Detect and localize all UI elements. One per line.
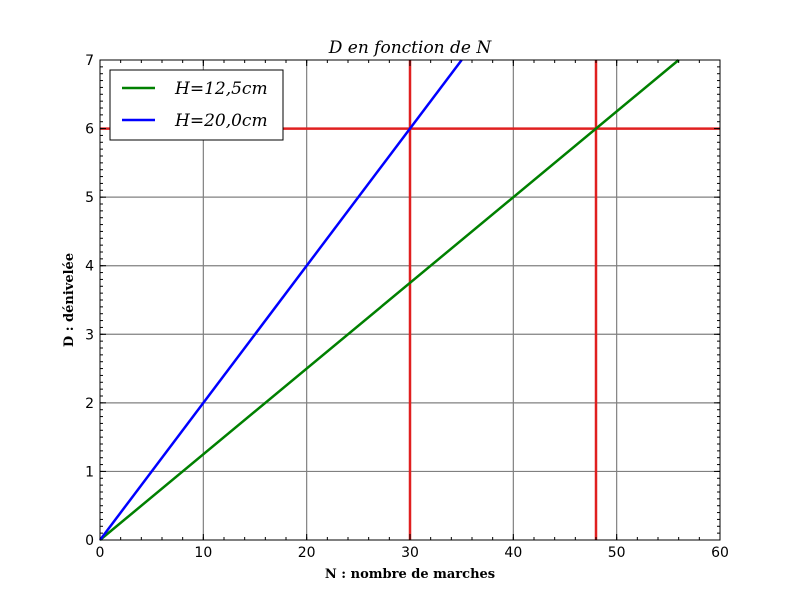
y-tick-label: 0 — [85, 533, 94, 549]
series-line-0 — [99, 59, 680, 541]
series-lines — [99, 59, 680, 541]
tick-marks — [99, 59, 721, 541]
y-tick-label: 2 — [85, 396, 94, 412]
x-tick-label: 50 — [608, 545, 626, 561]
y-tick-label: 5 — [85, 190, 94, 206]
x-tick-label: 40 — [504, 545, 522, 561]
legend-label-h200: H=20,0cm — [174, 111, 268, 131]
series-line-1 — [99, 59, 463, 541]
legend: H=12,5cm H=20,0cm — [109, 69, 284, 141]
y-tick-label: 6 — [85, 122, 94, 138]
x-tick-label: 0 — [96, 545, 105, 561]
legend-box — [109, 69, 284, 141]
y-tick-label: 1 — [85, 464, 94, 480]
x-tick-label: 10 — [194, 545, 212, 561]
x-tick-label: 20 — [298, 545, 316, 561]
x-tick-label: 60 — [711, 545, 729, 561]
y-tick-label: 7 — [85, 53, 94, 69]
y-tick-labels: 0 1 2 3 4 5 6 7 — [85, 53, 94, 549]
x-axis-label: N : nombre de marches — [325, 567, 495, 582]
chart-title: D en fonction de N — [328, 38, 493, 58]
x-tick-label: 30 — [401, 545, 419, 561]
legend-label-h125: H=12,5cm — [174, 79, 268, 99]
y-tick-label: 3 — [85, 327, 94, 343]
y-tick-label: 4 — [85, 259, 94, 275]
y-axis-label: D : dénivelée — [62, 253, 77, 347]
x-tick-labels: 0 10 20 30 40 50 60 — [96, 545, 729, 561]
